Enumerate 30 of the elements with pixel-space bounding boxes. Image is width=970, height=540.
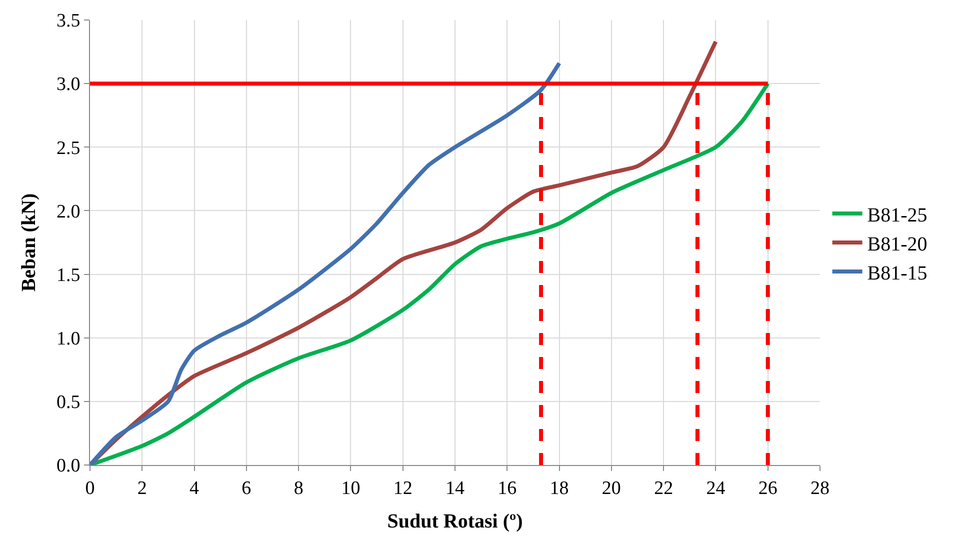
y-tick-label: 2.5 [56,138,80,159]
x-tick-label: 16 [498,478,517,499]
x-axis-title: Sudut Rotasi (º) [387,510,523,532]
x-tick-label: 26 [758,478,778,499]
y-tick-label: 3.5 [56,10,80,32]
x-tick-label: 22 [654,478,674,499]
legend-label: B81-25 [867,204,928,226]
line-series [90,61,562,465]
y-tick-label: 0.5 [56,392,80,414]
x-tick-label: 12 [393,478,412,499]
y-tick-label: 3.0 [56,74,80,96]
x-tick-label: 6 [242,478,252,499]
legend-label: B81-15 [867,262,928,284]
x-tick-label: 4 [190,478,200,499]
x-tick-label: 24 [706,478,726,499]
x-tick-label: 10 [341,478,360,499]
y-axis-title: Beban (kN) [18,193,40,292]
y-tick-label: 1.5 [56,264,80,286]
x-tick-label: 28 [810,478,830,499]
x-tick-label: 0 [85,478,95,499]
y-tick-label: 2.0 [56,201,80,222]
x-tick-label: 20 [602,478,621,499]
x-tick-label: 8 [294,478,304,499]
x-tick-label: 14 [446,478,465,499]
x-tick-label: 18 [550,478,569,499]
y-tick-label: 0.0 [56,456,80,477]
line-series [90,82,770,465]
legend-label: B81-20 [867,233,928,256]
y-tick-label: 1.0 [56,328,80,350]
x-tick-label: 2 [137,478,147,499]
